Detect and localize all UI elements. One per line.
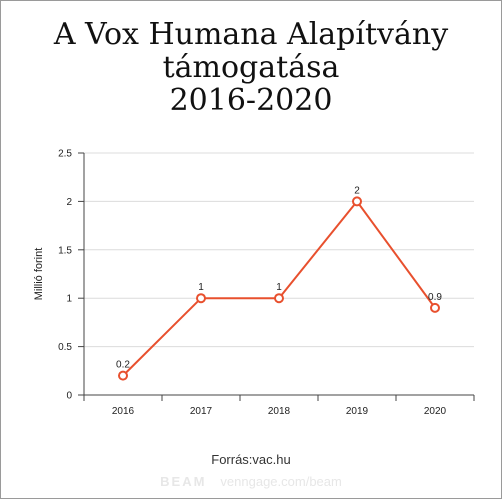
data-point <box>196 293 206 304</box>
chart-title: A Vox Humana Alapítvány támogatása 2016-… <box>0 18 502 117</box>
y-tick-label: 0 <box>66 391 72 402</box>
title-line-1: A Vox Humana Alapítvány <box>53 17 449 52</box>
x-tick-label: 2019 <box>346 406 369 417</box>
y-tick-label: 0.5 <box>58 342 72 353</box>
grid-layer <box>84 152 474 348</box>
data-point <box>352 196 362 207</box>
data-point <box>274 293 284 304</box>
y-tick-label: 1 <box>66 294 72 305</box>
data-point <box>430 302 440 313</box>
data-label: 1 <box>198 282 204 293</box>
y-tick-label: 2 <box>66 197 72 208</box>
x-tick-label: 2016 <box>112 406 135 417</box>
data-label: 0.2 <box>116 360 130 371</box>
title-line-3: 2016-2020 <box>169 83 333 118</box>
title-line-2: támogatása <box>162 50 340 85</box>
watermark-brand: BEAM <box>160 474 207 489</box>
data-label: 0.9 <box>428 292 442 303</box>
data-point <box>118 370 128 381</box>
y-tick-label: 1.5 <box>58 245 72 256</box>
axis-layer: 0 0.5 1 1.5 2 2.5 2016 2017 2018 2019 2020 <box>58 149 475 417</box>
data-label: 2 <box>354 185 360 196</box>
x-tick-label: 2017 <box>190 406 213 417</box>
watermark: BEAM venngage.com/beam <box>0 474 502 489</box>
data-label: 1 <box>276 282 282 293</box>
x-tick-label: 2020 <box>424 406 447 417</box>
watermark-url: venngage.com/beam <box>220 474 342 489</box>
y-tick-label: 2.5 <box>58 149 72 160</box>
y-axis-label: Millió forint <box>33 248 45 301</box>
series-layer: 0.2 1 1 2 0.9 <box>116 185 442 381</box>
x-tick-label: 2018 <box>268 406 291 417</box>
source-note: Forrás:vac.hu <box>211 452 291 467</box>
